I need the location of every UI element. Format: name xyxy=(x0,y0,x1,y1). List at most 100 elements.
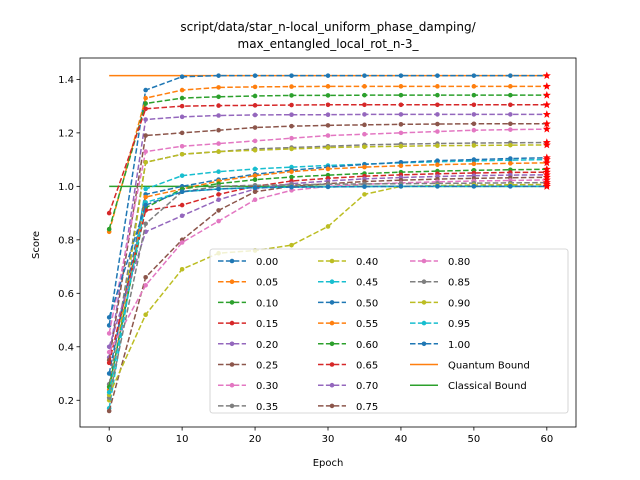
data-point xyxy=(216,113,221,118)
x-tick-label: 20 xyxy=(249,434,262,445)
data-point xyxy=(435,121,440,127)
data-point xyxy=(289,102,294,108)
data-point xyxy=(252,84,258,90)
y-tick-label: 0.4 xyxy=(58,342,74,353)
data-point xyxy=(325,172,331,178)
data-point xyxy=(325,224,331,229)
legend-entry: Quantum Bound xyxy=(410,361,530,372)
legend-label: 0.60 xyxy=(356,340,378,351)
final-star-marker xyxy=(542,90,551,99)
legend-entry: 0.65 xyxy=(318,361,378,372)
data-point xyxy=(471,112,477,117)
data-point xyxy=(435,84,440,89)
legend-label: 0.40 xyxy=(356,257,378,268)
data-point xyxy=(143,106,148,112)
legend-swatch-marker xyxy=(329,341,335,347)
legend-entry: 0.15 xyxy=(218,319,278,330)
data-point xyxy=(289,169,294,174)
data-point xyxy=(106,360,112,366)
legend-label: 0.80 xyxy=(448,257,470,268)
data-point xyxy=(252,166,258,172)
data-point xyxy=(508,121,513,127)
data-point xyxy=(143,186,148,192)
data-point xyxy=(252,185,258,190)
data-point xyxy=(508,184,513,189)
legend-swatch-marker xyxy=(421,300,427,305)
data-point xyxy=(325,102,331,108)
data-point xyxy=(252,112,258,118)
data-point xyxy=(435,92,440,98)
data-point xyxy=(216,149,221,154)
legend-entry: 0.45 xyxy=(318,278,378,289)
y-tick-label: 1.4 xyxy=(58,75,74,86)
data-point xyxy=(398,112,404,117)
data-point xyxy=(106,226,112,232)
legend-label: 0.45 xyxy=(356,278,378,289)
data-point xyxy=(179,143,185,149)
data-point xyxy=(143,194,148,200)
legend-swatch-marker xyxy=(329,382,335,388)
data-point xyxy=(398,184,404,189)
data-point xyxy=(325,133,331,138)
data-point xyxy=(252,125,258,130)
data-point xyxy=(106,408,112,414)
data-point xyxy=(362,131,367,137)
data-point xyxy=(362,144,367,150)
data-point xyxy=(435,102,440,108)
final-star-marker xyxy=(542,71,551,80)
legend-swatch-marker xyxy=(229,403,235,409)
data-point xyxy=(471,127,477,133)
legend-label: 0.85 xyxy=(448,278,470,289)
data-point xyxy=(179,240,185,245)
data-point xyxy=(179,213,185,219)
data-point xyxy=(398,122,404,127)
legend-swatch-marker xyxy=(421,258,427,264)
data-point xyxy=(435,184,440,189)
data-point xyxy=(289,112,294,117)
data-point xyxy=(216,197,221,203)
data-point xyxy=(143,221,148,227)
legend-label: Quantum Bound xyxy=(448,361,530,372)
data-point xyxy=(252,138,258,144)
data-point xyxy=(289,84,294,89)
data-point xyxy=(325,123,331,128)
data-point xyxy=(435,112,440,117)
legend-entry: 0.85 xyxy=(410,278,470,289)
final-star-marker xyxy=(542,153,551,162)
data-point xyxy=(398,102,404,108)
legend-swatch-marker xyxy=(421,320,427,326)
data-point xyxy=(179,266,185,272)
data-point xyxy=(216,208,221,213)
data-point xyxy=(289,242,294,248)
data-point xyxy=(471,84,477,89)
data-point xyxy=(289,73,294,78)
legend-swatch-marker xyxy=(229,320,235,326)
legend-swatch-marker xyxy=(329,279,335,285)
data-point xyxy=(252,189,258,194)
data-point xyxy=(106,349,112,355)
legend-swatch-marker xyxy=(329,320,335,326)
legend-swatch-marker xyxy=(229,300,235,305)
data-point xyxy=(362,92,367,98)
data-point xyxy=(216,141,221,146)
legend-entry: 0.75 xyxy=(318,402,378,413)
legend-entry: 0.35 xyxy=(218,402,278,413)
data-point xyxy=(143,133,148,138)
data-point xyxy=(252,73,258,78)
legend-label: 0.65 xyxy=(356,361,378,372)
chart-title-line-2: max_entangled_local_rot_n-3_ xyxy=(238,37,420,51)
data-point xyxy=(508,127,513,132)
final-star-marker xyxy=(542,158,551,167)
data-point xyxy=(435,158,440,163)
data-point xyxy=(398,130,404,136)
data-point xyxy=(143,202,148,208)
data-point xyxy=(398,143,404,149)
legend-box xyxy=(209,248,569,414)
data-point xyxy=(362,184,367,189)
data-point xyxy=(179,130,185,136)
data-point xyxy=(325,73,331,78)
data-point xyxy=(179,151,185,157)
data-point xyxy=(508,73,513,78)
final-star-marker xyxy=(542,119,551,128)
chart-title-line-1: script/data/star_n-local_uniform_phase_d… xyxy=(180,20,476,34)
